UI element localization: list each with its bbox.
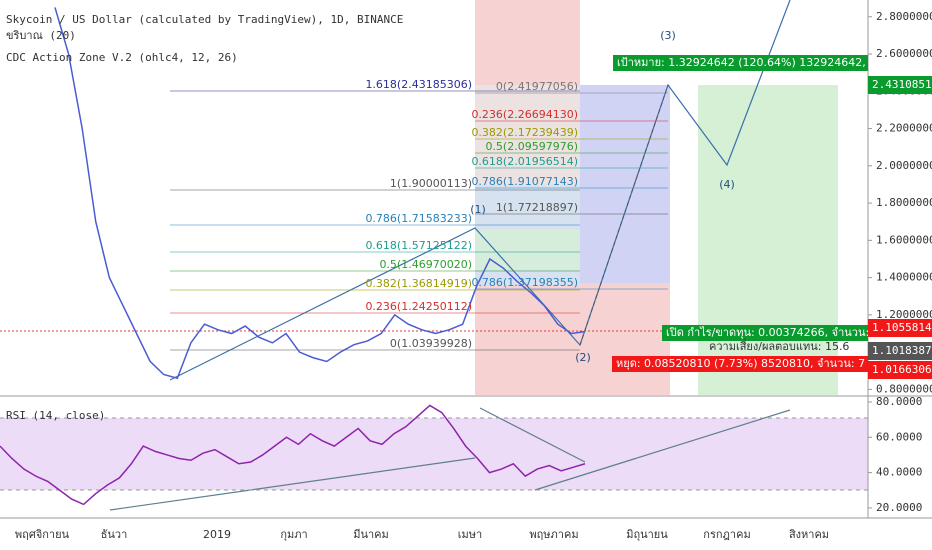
y-tick-label: 2.20000000 — [876, 122, 932, 135]
price-tag — [868, 319, 932, 337]
y-tick-label: 60.0000 — [876, 430, 922, 443]
position-label: ความเสี่ยง/ผลตอบแทน: 15.6 — [709, 338, 849, 353]
stop-zone — [580, 283, 670, 395]
y-tick-label: 40.0000 — [876, 466, 922, 479]
price-tag — [868, 76, 932, 94]
position-label: เป้าหมาย: 1.32924642 (120.64%) 132924642… — [617, 56, 904, 69]
fib-label: 0(1.03939928) — [390, 337, 472, 350]
fib-label: 0.786(1.91077143) — [471, 175, 578, 188]
target-zone — [580, 85, 670, 283]
fib-label: 0.786(1.71583233) — [365, 212, 472, 225]
position-box — [662, 325, 868, 341]
x-tick-label: พฤษภาคม — [529, 528, 578, 541]
x-tick-label: กุมภา — [280, 528, 307, 541]
fib-label: 0.618(2.01956514) — [471, 155, 578, 168]
fib-label: 0.5(2.09597976) — [485, 140, 578, 153]
y-tick-label: 1.80000000 — [876, 196, 932, 209]
trend-line — [479, 407, 586, 463]
legend-line: Skycoin / US Dollar (calculated by Tradi… — [6, 13, 403, 26]
y-tick-label: 1.20000000 — [876, 308, 932, 321]
legend-line: CDC Action Zone V.2 (ohlc4, 12, 26) — [6, 51, 238, 64]
x-tick-label: มีนาคม — [353, 528, 389, 541]
wave-label: (4) — [719, 178, 735, 191]
fib-label: 1.618(2.43185306) — [365, 78, 472, 91]
x-tick-label: กรกฎาคม — [703, 528, 750, 541]
y-tick-label: 20.0000 — [876, 501, 922, 514]
price-tag-label: 1.01663064 — [872, 363, 932, 376]
fib-label: 0(2.41977056) — [496, 80, 578, 93]
fib-label: 1(1.77218897) — [496, 201, 578, 214]
price-line — [0, 404, 586, 506]
fib-label: 0.786(1.37198355) — [471, 276, 578, 289]
wave-line — [169, 0, 791, 381]
position-box — [612, 356, 868, 372]
x-tick-label: พฤศจิกายน — [15, 528, 70, 541]
wave-label: (3) — [660, 29, 676, 42]
y-tick-label: 2.60000000 — [876, 47, 932, 60]
wave-label: (2) — [575, 351, 591, 364]
projection-zone — [698, 85, 838, 395]
position-box — [613, 55, 868, 71]
fib-label: 0.236(1.24250112) — [365, 300, 472, 313]
x-tick-label: มิถุนายน — [626, 528, 668, 541]
position-label: เปิด กำไร/ขาดทุน: 0.00374266, จำนวน: 293 — [666, 326, 894, 339]
price-tag — [868, 342, 932, 360]
wave-label: (1) — [470, 203, 486, 216]
y-tick-label: 2.80000000 — [876, 10, 932, 23]
fib-label: 0.5(1.46970020) — [379, 258, 472, 271]
x-tick-label: ธันวา — [101, 528, 128, 541]
x-tick-label: 2019 — [203, 528, 231, 541]
y-tick-label: 0.80000000 — [876, 382, 932, 395]
fib-label: 0.382(1.36814919) — [365, 277, 472, 290]
y-tick-label: 2.00000000 — [876, 159, 932, 172]
trend-line — [109, 457, 476, 511]
price-tag-label: 2.43108516 — [872, 78, 932, 91]
trend-line — [579, 84, 669, 346]
x-tick-label: เมษา — [458, 528, 482, 541]
fib-band — [475, 230, 580, 270]
fib-label: 0.382(2.17239439) — [471, 126, 578, 139]
x-tick-label: สิงหาคม — [789, 528, 829, 541]
fib-label: 0.236(2.26694130) — [471, 108, 578, 121]
rsi-band — [0, 418, 868, 490]
fib-label: 1(1.90000113) — [390, 177, 472, 190]
y-tick-label: 80.0000 — [876, 395, 922, 408]
price-tag-label: 1.10183874 — [872, 344, 932, 357]
price-line — [54, 7, 586, 380]
legend-line: ขริบาณ (20) — [6, 29, 76, 42]
price-tag — [868, 361, 932, 379]
rsi-title: RSI (14, close) — [6, 409, 105, 422]
position-label: หยุด: 0.08520810 (7.73%) 8520810, จำนวน:… — [616, 357, 865, 370]
y-tick-label: 1.60000000 — [876, 233, 932, 246]
fib-label: 0.618(1.57125122) — [365, 239, 472, 252]
y-tick-label: 1.40000000 — [876, 271, 932, 284]
price-tag-label: 1.10558140 — [872, 321, 932, 334]
trend-line — [534, 409, 791, 491]
